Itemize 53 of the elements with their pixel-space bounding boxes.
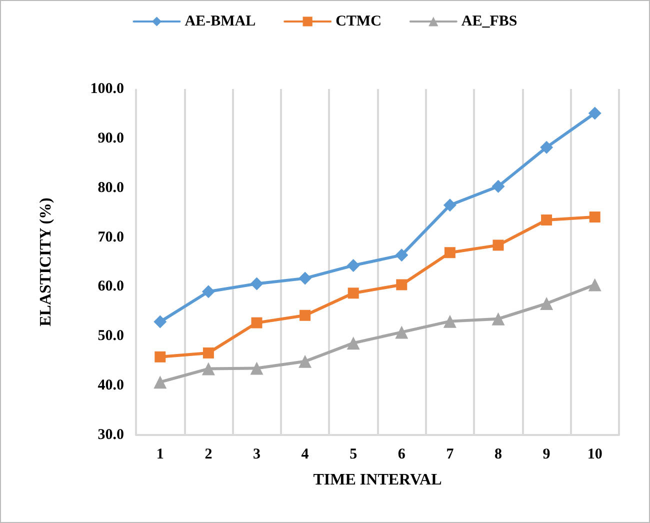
point [202, 285, 215, 298]
point [588, 278, 602, 292]
y-tick-label: 80.0 [98, 180, 124, 196]
point [443, 198, 456, 212]
point [540, 140, 554, 154]
y-tick-label: 50.0 [98, 328, 124, 344]
point [346, 258, 360, 272]
point [250, 362, 264, 375]
point [492, 240, 504, 251]
x-tick-label: 2 [204, 446, 212, 462]
point [250, 277, 264, 290]
point [589, 212, 600, 223]
point [154, 351, 166, 362]
point [444, 247, 456, 258]
x-tick-label: 9 [542, 446, 550, 462]
point [492, 312, 505, 326]
point [298, 354, 312, 368]
point [395, 248, 408, 262]
x-tick-label: 3 [253, 446, 260, 462]
point [588, 106, 602, 120]
x-tick-label: 6 [398, 446, 406, 462]
x-tick-label: 5 [350, 446, 358, 462]
x-tick-label: 8 [494, 446, 502, 462]
y-tick-label: 30.0 [98, 427, 124, 443]
point [540, 297, 554, 310]
y-tick-label: 70.0 [98, 229, 124, 246]
point [251, 317, 262, 328]
point [154, 315, 167, 328]
point [395, 326, 408, 339]
y-tick-label: 100.0 [90, 81, 124, 97]
point [492, 180, 505, 193]
point [154, 376, 167, 389]
x-axis-title: TIME INTERVAL [313, 472, 442, 488]
point [443, 314, 456, 328]
legend-label: CTMC [336, 14, 382, 30]
y-tick-label: 90.0 [98, 130, 124, 146]
point [348, 288, 359, 299]
x-tick-label: 4 [301, 446, 310, 462]
legend-label: AE-BMAL [184, 14, 256, 30]
point [541, 214, 552, 226]
x-tick-label: 7 [446, 446, 454, 462]
point [300, 310, 311, 321]
point [346, 336, 360, 350]
y-tick-label: 60.0 [98, 278, 124, 295]
y-axis-title: ELASTICITY (%) [38, 198, 54, 326]
point [298, 272, 312, 285]
point [202, 362, 215, 376]
legend-label: AE_FBS [461, 14, 518, 30]
point [202, 347, 214, 358]
y-tick-label: 40.0 [98, 378, 124, 394]
point [396, 279, 408, 290]
x-tick-label: 10 [587, 446, 602, 462]
x-tick-label: 1 [156, 446, 164, 462]
